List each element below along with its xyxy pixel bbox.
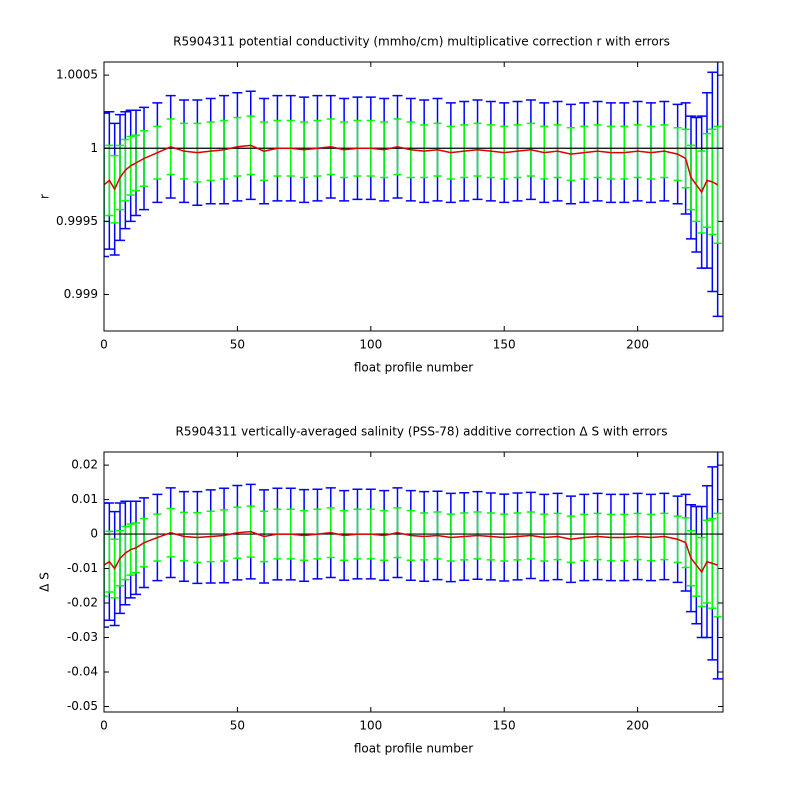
x-tick-label: 50 — [230, 338, 245, 352]
y-tick-label: 1.0005 — [56, 68, 98, 82]
plot-area — [104, 452, 723, 680]
y-axis-label: Δ S — [38, 572, 52, 592]
error-bar — [713, 125, 722, 245]
chart-title: R5904311 potential conductivity (mmho/cm… — [173, 35, 670, 49]
x-axis-label: float profile number — [354, 742, 473, 756]
error-bar — [104, 112, 109, 258]
x-tick-label: 0 — [100, 719, 108, 733]
y-tick-label: -0.03 — [67, 630, 98, 644]
x-tick-label: 100 — [359, 719, 382, 733]
y-tick-label: 0.9995 — [56, 214, 98, 228]
y-tick-label: -0.01 — [67, 561, 98, 575]
x-axis-label: float profile number — [354, 361, 473, 375]
y-tick-label: 0.999 — [64, 287, 98, 301]
y-tick-label: -0.02 — [67, 596, 98, 610]
error-bar — [713, 512, 722, 618]
x-tick-label: 150 — [493, 719, 516, 733]
y-axis-label: r — [38, 194, 52, 199]
y-tick-label: 1 — [90, 141, 98, 155]
x-tick-label: 150 — [493, 338, 516, 352]
y-tick-label: 0.02 — [71, 458, 98, 472]
mean-line — [104, 530, 718, 574]
marks — [104, 62, 723, 318]
y-tick-label: 0.01 — [71, 492, 98, 506]
marks — [104, 452, 723, 680]
x-tick-label: 100 — [359, 338, 382, 352]
y-tick-label: 0 — [90, 527, 98, 541]
y-tick-label: -0.05 — [67, 699, 98, 713]
axes-box — [103, 61, 724, 332]
mean-line — [104, 144, 719, 194]
axes-box — [103, 451, 724, 713]
x-tick-label: 200 — [626, 338, 649, 352]
x-tick-label: 200 — [626, 719, 649, 733]
y-tick-label: -0.04 — [67, 665, 98, 679]
x-tick-label: 0 — [100, 338, 108, 352]
chart-title: R5904311 vertically-averaged salinity (P… — [176, 425, 668, 439]
plot-area — [104, 62, 723, 318]
x-tick-label: 50 — [230, 719, 245, 733]
